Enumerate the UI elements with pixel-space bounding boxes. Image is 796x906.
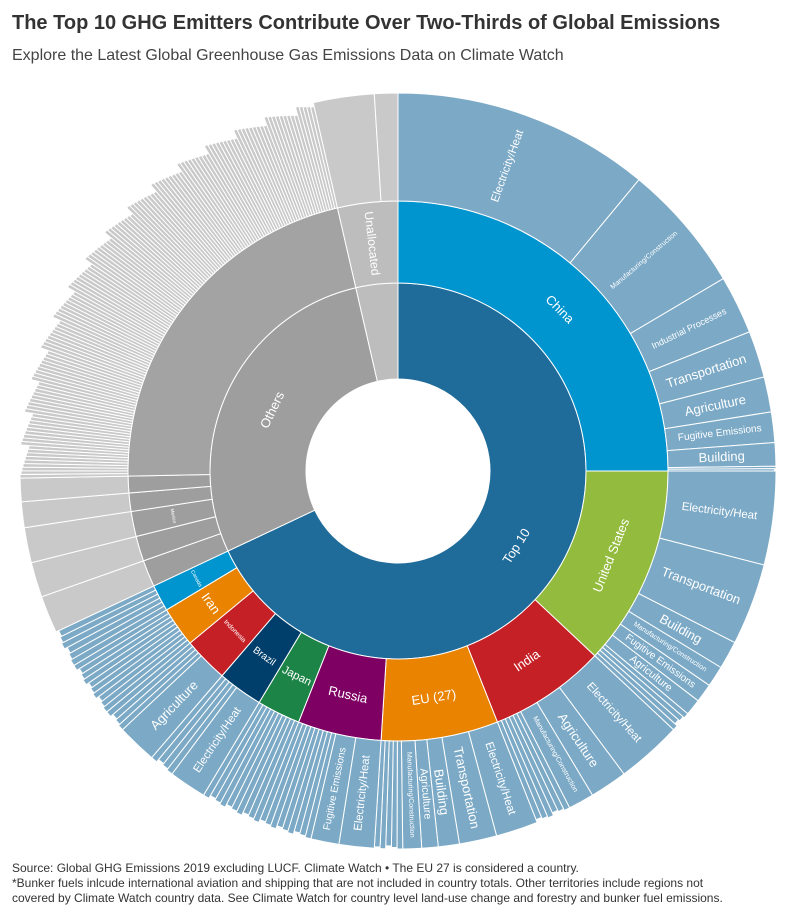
- sector-label-manufacturing-construction: Manufacturing/Construction: [405, 752, 415, 838]
- chart-subtitle: Explore the Latest Global Greenhouse Gas…: [12, 47, 564, 64]
- sector-label-building: Building: [431, 768, 452, 816]
- country-label-eu-27: EU (27): [411, 686, 458, 708]
- source-note: Source: Global GHG Emissions 2019 exclud…: [12, 861, 579, 875]
- country-label-mexico: Mexico: [170, 508, 178, 524]
- sector-arc-unlabeled[interactable]: [373, 92, 399, 203]
- bunker-fuel-note: *Bunker fuels inlcude international avia…: [12, 876, 704, 890]
- chart-footer: Source: Global GHG Emissions 2019 exclud…: [12, 861, 788, 906]
- sector-label-building: Building: [698, 448, 745, 465]
- sector-arc-minor[interactable]: [396, 740, 404, 850]
- territory-note: covered by Climate Watch country data. S…: [12, 891, 723, 905]
- sector-label-agriculture: Agriculture: [417, 768, 433, 820]
- chart-title: The Top 10 GHG Emitters Contribute Over …: [12, 12, 721, 34]
- sunburst-center-hole: [306, 379, 490, 563]
- sunburst-chart[interactable]: Top 10OthersChinaElectricity/HeatManufac…: [0, 76, 796, 852]
